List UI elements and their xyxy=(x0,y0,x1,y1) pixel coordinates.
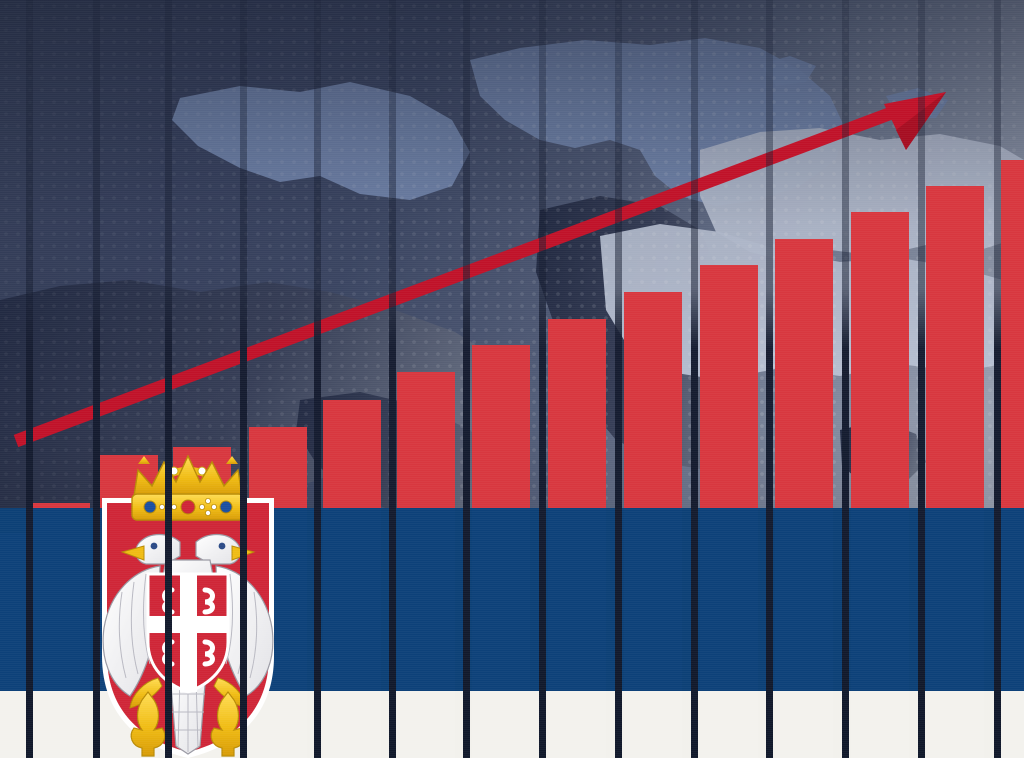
bar-10 xyxy=(624,292,682,758)
bar-segment-flag-blue xyxy=(33,508,90,691)
bar-segment-flag-red xyxy=(249,430,307,508)
bar-11 xyxy=(700,265,758,758)
bar-segment-flag-blue xyxy=(397,508,455,691)
bar-segment-red-above-flag xyxy=(548,319,606,430)
bar-13 xyxy=(851,212,909,758)
bar-segment-flag-blue xyxy=(700,508,758,691)
bar-segment-flag-white xyxy=(472,691,530,758)
bar-9 xyxy=(548,319,606,758)
bar-segment-flag-white xyxy=(851,691,909,758)
bar-15 xyxy=(1001,160,1024,758)
bar-segment-red-above-flag xyxy=(397,372,455,430)
bar-segment-flag-blue xyxy=(926,508,984,691)
bar-segment-flag-blue xyxy=(1001,508,1024,691)
royal-crown xyxy=(131,454,245,521)
bar-7 xyxy=(397,372,455,758)
bar-segment-red-above-flag xyxy=(1001,160,1024,430)
bar-segment-red-above-flag xyxy=(472,345,530,430)
bar-segment-flag-white xyxy=(775,691,833,758)
bar-segment-flag-white xyxy=(700,691,758,758)
bar-gap-4 xyxy=(240,0,247,758)
bar-gap-7 xyxy=(463,0,470,758)
serbia-coat-of-arms xyxy=(88,446,288,758)
bar-segment-red-above-flag xyxy=(323,400,381,430)
bar-segment-flag-blue xyxy=(323,508,381,691)
bar-gap-6 xyxy=(389,0,396,758)
bar-2 xyxy=(33,503,90,758)
bar-segment-flag-red xyxy=(624,430,682,508)
bar-segment-flag-blue xyxy=(472,508,530,691)
fleur-de-lis-left xyxy=(130,691,166,757)
bar-segment-flag-blue xyxy=(624,508,682,691)
bar-segment-flag-blue xyxy=(851,508,909,691)
bar-gap-2 xyxy=(93,0,100,758)
bar-gap-8 xyxy=(539,0,546,758)
bar-segment-red-above-flag xyxy=(624,292,682,430)
bar-segment-flag-red xyxy=(775,430,833,508)
bar-segment-red-above-flag xyxy=(851,212,909,430)
bar-segment-flag-white xyxy=(397,691,455,758)
bar-segment-flag-red xyxy=(548,430,606,508)
bar-segment-flag-blue xyxy=(775,508,833,691)
bar-segment-flag-red xyxy=(926,430,984,508)
bar-segment-flag-white xyxy=(926,691,984,758)
bar-segment-red-above-flag xyxy=(249,427,307,430)
bar-gap-9 xyxy=(615,0,622,758)
fleur-de-lis-right xyxy=(210,691,246,757)
bar-gap-1 xyxy=(26,0,33,758)
bar-segment-flag-blue xyxy=(0,533,26,691)
bar-8 xyxy=(472,345,530,758)
bar-6 xyxy=(323,400,381,758)
bar-segment-red-above-flag xyxy=(926,186,984,430)
bar-segment-red-above-flag xyxy=(700,265,758,430)
bar-segment-flag-white xyxy=(624,691,682,758)
bar-14 xyxy=(926,186,984,758)
bar-segment-flag-white xyxy=(0,691,26,758)
bar-gap-11 xyxy=(766,0,773,758)
bar-gap-5 xyxy=(314,0,321,758)
bar-segment-flag-red xyxy=(33,503,90,508)
bar-segment-flag-red xyxy=(700,430,758,508)
bar-segment-flag-white xyxy=(1001,691,1024,758)
bar-segment-flag-red xyxy=(851,430,909,508)
cross-shield-inescutcheon xyxy=(146,572,230,694)
bar-1 xyxy=(0,533,26,758)
bar-12 xyxy=(775,239,833,758)
bar-segment-red-above-flag xyxy=(775,239,833,430)
bar-segment-flag-red xyxy=(397,430,455,508)
bar-segment-flag-blue xyxy=(548,508,606,691)
bar-gap-10 xyxy=(691,0,698,758)
bar-gap-3 xyxy=(165,0,172,758)
bar-segment-flag-white xyxy=(548,691,606,758)
bar-gap-12 xyxy=(842,0,849,758)
bar-segment-flag-red xyxy=(1001,430,1024,508)
bar-segment-flag-white xyxy=(33,691,90,758)
bar-segment-flag-red xyxy=(323,430,381,508)
bar-segment-flag-red xyxy=(472,430,530,508)
bar-gap-13 xyxy=(918,0,925,758)
bar-gap-14 xyxy=(994,0,1001,758)
bar-segment-flag-white xyxy=(323,691,381,758)
